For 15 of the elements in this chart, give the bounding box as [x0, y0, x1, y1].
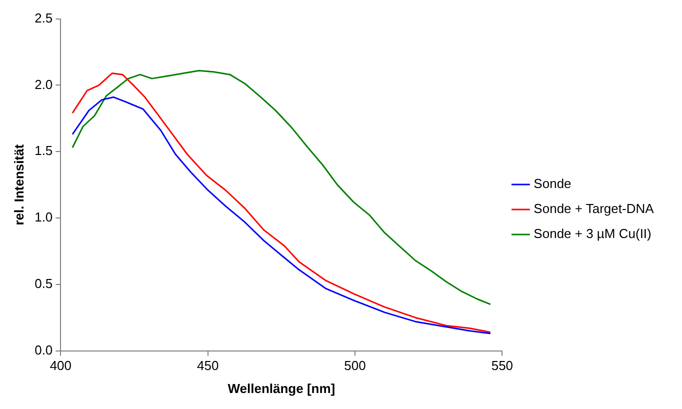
y-tick-label: 2.5: [34, 10, 53, 26]
x-tick-label: 400: [50, 358, 72, 374]
y-tick-label: 2.0: [34, 76, 53, 92]
y-tick-label: 1.5: [34, 143, 53, 158]
y-tick-label: 1.0: [34, 210, 53, 225]
x-tick-label: 500: [344, 358, 366, 374]
y-axis-title: rel. Intensität: [11, 144, 26, 226]
legend-label: Sonde + Target-DNA: [534, 201, 654, 216]
legend-label: Sonde + 3 µM Cu(II): [534, 226, 652, 242]
x-tick-label: 550: [491, 358, 514, 374]
y-tick-label: 0.5: [34, 276, 53, 291]
x-tick-label: 450: [196, 358, 219, 374]
y-tick-label: 0.0: [34, 342, 53, 358]
x-axis-title: Wellenlänge [nm]: [228, 380, 336, 396]
legend-label: Sonde: [534, 176, 572, 192]
